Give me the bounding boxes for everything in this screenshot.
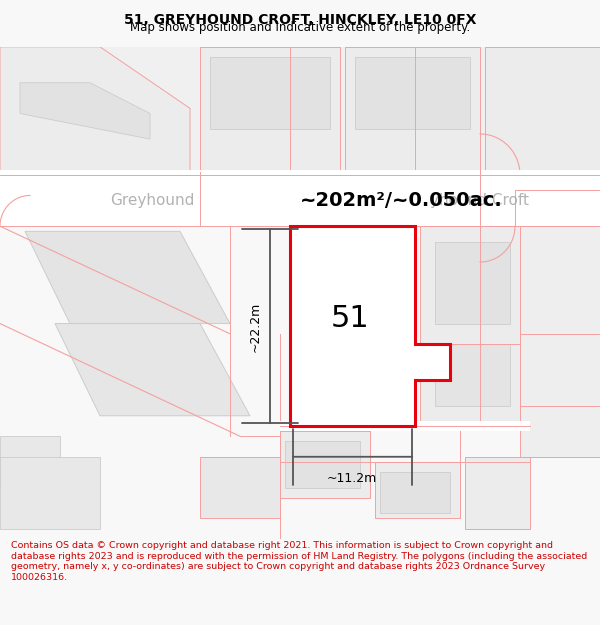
Polygon shape bbox=[345, 47, 480, 170]
Bar bbox=[0, 170, 600, 226]
Text: 51, GREYHOUND CROFT, HINCKLEY, LE10 0FX: 51, GREYHOUND CROFT, HINCKLEY, LE10 0FX bbox=[124, 13, 476, 27]
Text: yhound Croft: yhound Croft bbox=[430, 193, 529, 208]
Text: Map shows position and indicative extent of the property.: Map shows position and indicative extent… bbox=[130, 21, 470, 34]
Polygon shape bbox=[20, 82, 150, 139]
Polygon shape bbox=[280, 431, 370, 498]
Polygon shape bbox=[375, 462, 460, 518]
Polygon shape bbox=[0, 47, 600, 175]
Polygon shape bbox=[290, 226, 450, 426]
Polygon shape bbox=[465, 457, 530, 529]
Bar bbox=[285, 441, 360, 488]
Polygon shape bbox=[0, 457, 100, 529]
Bar bbox=[435, 242, 510, 324]
Polygon shape bbox=[55, 324, 250, 416]
Polygon shape bbox=[485, 47, 600, 175]
Bar bbox=[435, 344, 510, 406]
Polygon shape bbox=[0, 47, 190, 175]
Text: ~11.2m: ~11.2m bbox=[327, 472, 377, 485]
Text: Greyhound: Greyhound bbox=[110, 193, 194, 208]
Polygon shape bbox=[25, 231, 230, 324]
Polygon shape bbox=[200, 457, 280, 518]
Polygon shape bbox=[520, 226, 600, 457]
Bar bbox=[280, 421, 530, 431]
Text: ~22.2m: ~22.2m bbox=[249, 301, 262, 352]
Text: ~202m²/~0.050ac.: ~202m²/~0.050ac. bbox=[300, 191, 503, 210]
Bar bbox=[355, 57, 470, 129]
Text: 51: 51 bbox=[331, 304, 370, 333]
Bar bbox=[380, 472, 450, 513]
Bar bbox=[210, 57, 330, 129]
Polygon shape bbox=[420, 226, 520, 426]
Text: Contains OS data © Crown copyright and database right 2021. This information is : Contains OS data © Crown copyright and d… bbox=[11, 541, 587, 581]
Polygon shape bbox=[200, 47, 340, 170]
Polygon shape bbox=[0, 436, 60, 488]
